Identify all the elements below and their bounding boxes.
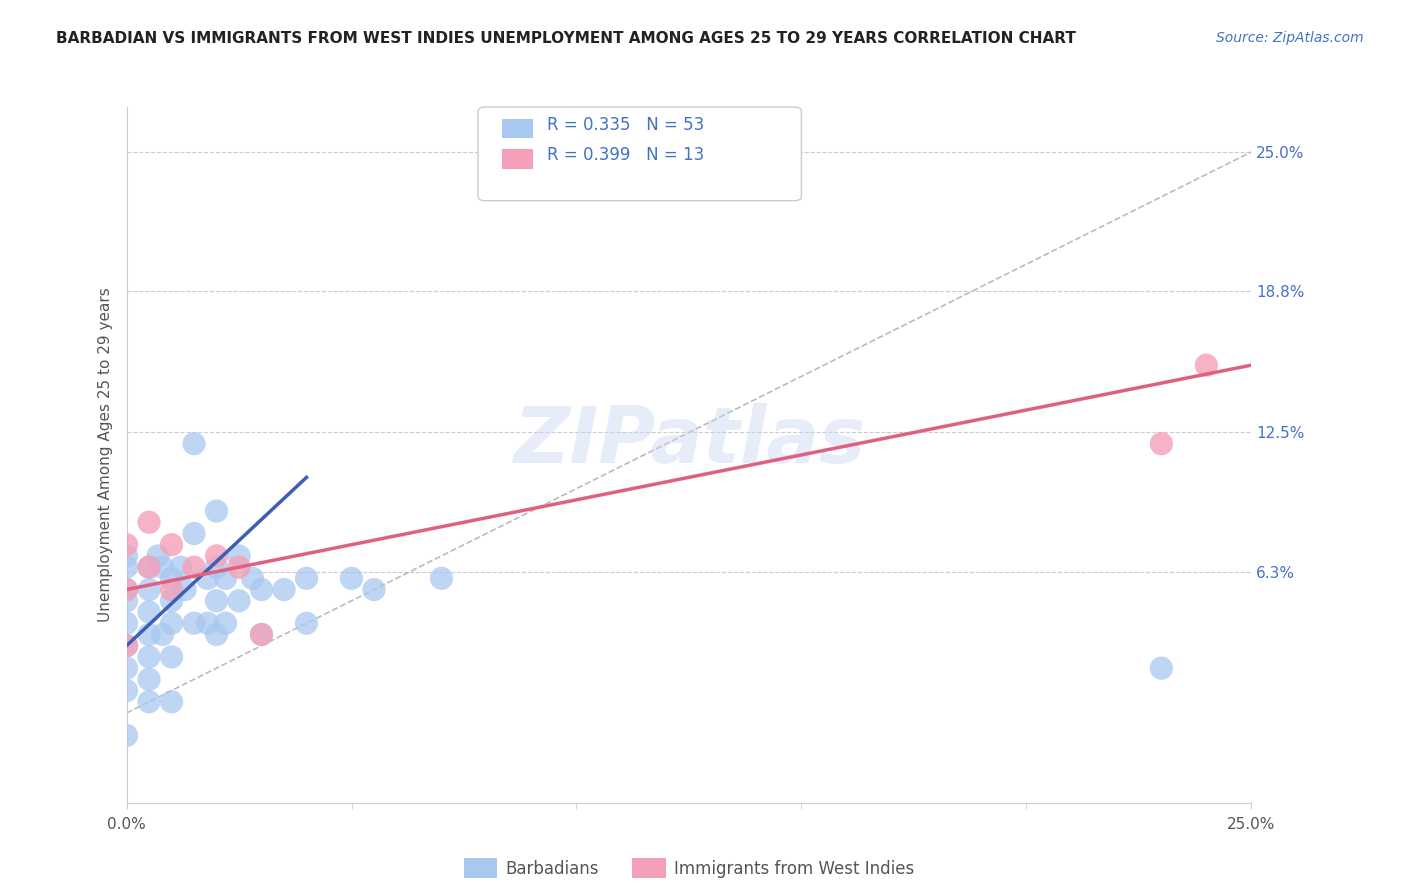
Point [138, 582, 160, 597]
Point [160, 582, 183, 597]
Text: ZIPatlas: ZIPatlas [513, 403, 865, 479]
Point [160, 538, 183, 552]
Text: Source: ZipAtlas.com: Source: ZipAtlas.com [1216, 31, 1364, 45]
Point [340, 571, 363, 585]
Point [138, 605, 160, 619]
Point [152, 560, 174, 574]
Point [183, 526, 205, 541]
Legend: Barbadians, Immigrants from West Indies: Barbadians, Immigrants from West Indies [457, 851, 921, 885]
Point [197, 616, 219, 631]
Point [115, 729, 138, 743]
Point [138, 673, 160, 687]
Point [214, 616, 236, 631]
Y-axis label: Unemployment Among Ages 25 to 29 years: Unemployment Among Ages 25 to 29 years [97, 287, 112, 623]
Point [138, 649, 160, 664]
Point [160, 616, 183, 631]
Text: BARBADIAN VS IMMIGRANTS FROM WEST INDIES UNEMPLOYMENT AMONG AGES 25 TO 29 YEARS : BARBADIAN VS IMMIGRANTS FROM WEST INDIES… [56, 31, 1076, 46]
Point [146, 549, 169, 563]
Point [1195, 358, 1218, 372]
Point [115, 616, 138, 631]
Point [115, 538, 138, 552]
Point [228, 594, 250, 608]
Point [115, 582, 138, 597]
Point [214, 571, 236, 585]
Point [250, 627, 273, 641]
Point [273, 582, 295, 597]
Point [138, 560, 160, 574]
Point [228, 560, 250, 574]
Point [115, 639, 138, 653]
Point [205, 627, 228, 641]
Text: R = 0.335   N = 53: R = 0.335 N = 53 [547, 116, 704, 134]
Point [242, 571, 264, 585]
Point [115, 560, 138, 574]
Point [430, 571, 453, 585]
Point [205, 594, 228, 608]
Point [183, 436, 205, 450]
Point [250, 582, 273, 597]
Point [205, 504, 228, 518]
Point [160, 594, 183, 608]
Point [115, 683, 138, 698]
Point [160, 695, 183, 709]
Point [169, 560, 191, 574]
Point [1150, 436, 1173, 450]
Point [228, 549, 250, 563]
Point [363, 582, 385, 597]
Point [295, 571, 318, 585]
Point [152, 627, 174, 641]
Point [115, 661, 138, 675]
Text: R = 0.399   N = 13: R = 0.399 N = 13 [547, 146, 704, 164]
Point [115, 639, 138, 653]
Point [160, 649, 183, 664]
Point [160, 571, 183, 585]
Point [183, 560, 205, 574]
Point [138, 627, 160, 641]
Point [138, 515, 160, 529]
Point [250, 627, 273, 641]
Point [1150, 661, 1173, 675]
Point [197, 571, 219, 585]
Point [295, 616, 318, 631]
Point [115, 549, 138, 563]
Point [205, 549, 228, 563]
Point [205, 560, 228, 574]
Point [115, 582, 138, 597]
Point [138, 560, 160, 574]
Point [138, 695, 160, 709]
Point [183, 616, 205, 631]
Point [115, 594, 138, 608]
Point [174, 582, 197, 597]
